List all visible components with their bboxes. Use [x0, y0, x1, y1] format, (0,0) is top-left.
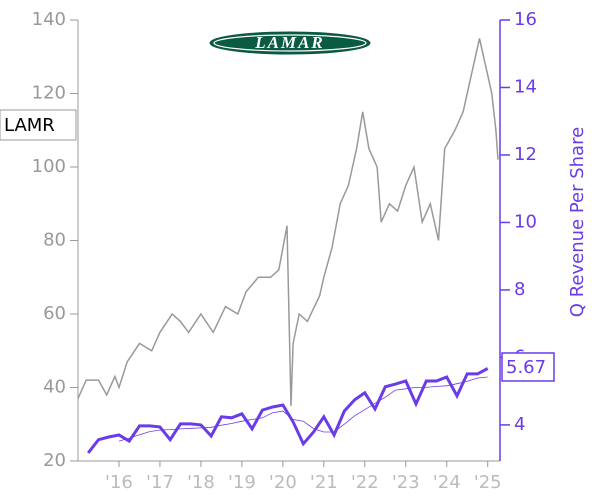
revenue-line — [87, 367, 489, 454]
logo-badge — [209, 31, 371, 55]
x-tick-label: '23 — [392, 472, 420, 493]
value-label-box — [501, 352, 555, 382]
y-tick-label: 20 — [43, 450, 66, 471]
x-tick-label: '20 — [269, 472, 297, 493]
x-tick-label: '24 — [433, 472, 461, 493]
x-tick-label: '17 — [146, 472, 174, 493]
y2-tick-label: 4 — [514, 414, 525, 435]
x-tick-label: '19 — [228, 472, 256, 493]
logo-text: LAMAR — [254, 33, 325, 52]
legend-box — [0, 109, 77, 141]
y2-tick-label: 12 — [514, 144, 537, 165]
y2-tick-label: 10 — [514, 211, 537, 232]
x-tick-label: '22 — [351, 472, 379, 493]
price-line — [77, 38, 499, 406]
y-tick-label: 80 — [43, 230, 66, 251]
value-label: 5.67 — [506, 357, 546, 378]
y-tick-label: 40 — [43, 377, 66, 398]
y2-tick-label: 14 — [514, 76, 537, 97]
logo-ring — [213, 34, 367, 52]
y-tick-label: 120 — [32, 83, 66, 104]
x-tick-label: '16 — [105, 472, 133, 493]
x-tick-label: '21 — [310, 472, 338, 493]
y-tick-label: 140 — [32, 9, 66, 30]
y-tick-label: 60 — [43, 303, 66, 324]
y-tick-label: 100 — [32, 156, 66, 177]
y2-tick-label: 16 — [514, 9, 537, 30]
y2-axis-label: Q Revenue Per Share — [567, 127, 588, 317]
x-tick-label: '18 — [187, 472, 215, 493]
logo: LAMAR — [209, 31, 371, 55]
legend-label: LAMR — [4, 115, 55, 136]
x-tick-label: '25 — [474, 472, 502, 493]
revenue-trend-line — [118, 376, 488, 442]
y2-tick-label: 8 — [514, 279, 525, 300]
